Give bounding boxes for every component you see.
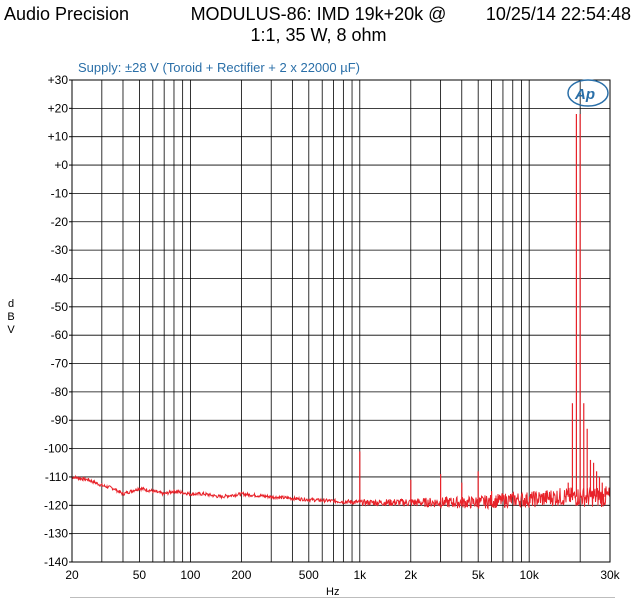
x-tick-label: 50 — [133, 568, 147, 582]
y-tick-label: +10 — [48, 130, 69, 144]
x-tick-label: 500 — [299, 568, 319, 582]
y-tick-label: -30 — [51, 243, 69, 257]
x-tick-label: 30k — [600, 568, 620, 582]
header-title: MODULUS-86: IMD 19k+20k @ 1:1, 35 W, 8 o… — [0, 4, 637, 46]
y-tick-label: -100 — [44, 442, 68, 456]
plot-frame — [71, 79, 611, 563]
y-tick-label: -140 — [44, 555, 68, 569]
y-tick-label: -110 — [45, 470, 68, 484]
y-tick-label: -20 — [51, 215, 69, 229]
x-axis-label: Hz — [326, 586, 340, 598]
x-tick-label: 2k — [404, 568, 418, 582]
y-tick-label: +30 — [48, 73, 69, 87]
x-tick-label: 10k — [520, 568, 540, 582]
x-tick-label: 5k — [472, 568, 486, 582]
y-tick-label: -60 — [51, 328, 69, 342]
y-tick-labels: +30 +20 +10 +0 -10 -20 -30 -40 -50 -60 -70 -80 -90 -1… — [44, 73, 72, 569]
chart-subtitle: Supply: ±28 V (Toroid + Rectifier + 2 x … — [78, 60, 360, 75]
x-tick-label: 20 — [65, 568, 79, 582]
x-tick-labels: 20 50 100 200 500 1k 2k 5k 10k 30k — [65, 568, 620, 582]
y-axis-label-char: V — [7, 324, 15, 336]
y-tick-label: -70 — [51, 357, 69, 371]
ap-logo: Ap — [567, 79, 609, 107]
y-tick-label: +20 — [48, 101, 69, 115]
footer-divider — [70, 597, 615, 598]
x-tick-label: 1k — [353, 568, 367, 582]
header-brand: Audio Precision — [4, 4, 130, 24]
y-tick-label: -40 — [51, 271, 69, 285]
y-tick-label: -80 — [51, 385, 69, 399]
x-tick-label: 100 — [180, 568, 200, 582]
y-tick-label: -10 — [51, 186, 69, 200]
header-title-line1: MODULUS-86: IMD 19k+20k @ — [190, 4, 447, 24]
header-timestamp: 10/25/14 22:54:48 — [485, 4, 631, 24]
chart-grid — [72, 79, 610, 563]
y-tick-label: +0 — [54, 158, 68, 172]
header-title-line2: 1:1, 35 W, 8 ohm — [250, 25, 387, 45]
y-tick-label: -120 — [44, 498, 68, 512]
y-axis-label-char: d — [7, 298, 15, 310]
svg-text:Ap: Ap — [574, 86, 595, 103]
x-tick-label: 200 — [231, 568, 251, 582]
y-tick-label: -90 — [51, 413, 69, 427]
y-tick-label: -130 — [44, 527, 68, 541]
y-tick-label: -50 — [51, 300, 69, 314]
noise-floor-line — [71, 474, 611, 511]
y-axis-label-char: B — [7, 311, 15, 323]
chart-series — [71, 114, 611, 511]
